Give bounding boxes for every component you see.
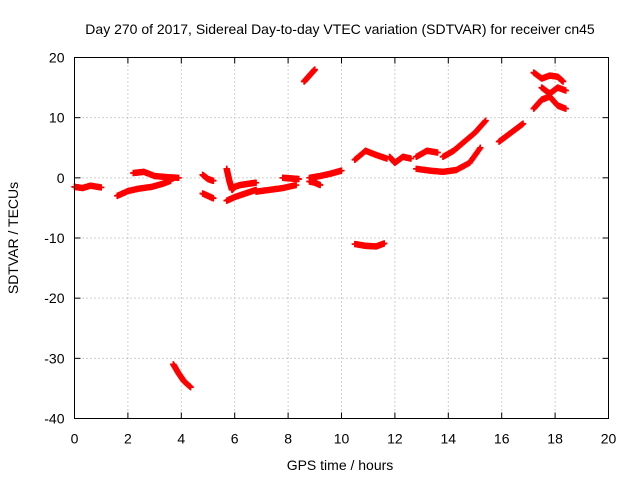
series-arc-10 xyxy=(279,174,302,183)
series-arc-23 xyxy=(530,69,567,85)
data-point xyxy=(292,181,300,189)
data-point xyxy=(407,155,415,162)
data-point xyxy=(519,120,527,127)
x-tick-label: 6 xyxy=(231,431,239,447)
data-point xyxy=(210,195,217,202)
y-tick-label: -30 xyxy=(44,350,64,366)
series-arc-13 xyxy=(306,178,324,189)
series-arc-9 xyxy=(252,181,300,195)
data-point xyxy=(562,105,569,112)
y-axis-label: SDTVAR / TECUs xyxy=(5,182,21,294)
x-axis-label: GPS time / hours xyxy=(287,457,394,473)
data-point xyxy=(316,181,324,189)
series-arc-22 xyxy=(538,84,569,97)
x-tick-label: 4 xyxy=(177,431,185,447)
data-points xyxy=(71,66,569,391)
data-point xyxy=(559,78,567,85)
chart-title: Day 270 of 2017, Sidereal Day-to-day VTE… xyxy=(85,21,595,37)
data-point xyxy=(477,144,484,151)
data-point xyxy=(175,174,182,182)
y-tick-label: 20 xyxy=(49,50,65,66)
data-point xyxy=(481,118,488,125)
data-point xyxy=(187,384,194,391)
x-tick-label: 16 xyxy=(494,431,510,447)
series-arc-5 xyxy=(199,171,217,185)
series-arc-21 xyxy=(530,93,569,112)
data-point xyxy=(381,240,388,247)
data-point xyxy=(98,184,105,191)
data-point xyxy=(476,145,483,153)
x-tick-label: 2 xyxy=(124,431,132,447)
series-arc-16 xyxy=(386,153,415,166)
x-tick-label: 18 xyxy=(547,431,563,447)
data-point xyxy=(434,149,441,156)
series-arc-20 xyxy=(495,120,527,145)
data-point xyxy=(338,167,345,174)
y-tick-label: -20 xyxy=(44,290,64,306)
series-arc-4 xyxy=(170,361,194,391)
data-point xyxy=(482,117,489,124)
series-arc-11 xyxy=(300,66,318,85)
series-arc-7 xyxy=(223,165,260,194)
x-tick-label: 8 xyxy=(284,431,292,447)
x-tick-label: 10 xyxy=(334,431,350,447)
data-point xyxy=(562,87,569,94)
y-tick-label: 0 xyxy=(57,170,65,186)
series-arc-19 xyxy=(439,117,489,160)
series-arc-6 xyxy=(199,190,217,202)
data-point xyxy=(311,66,318,73)
data-point xyxy=(295,175,302,183)
y-tick-label: -10 xyxy=(44,230,64,246)
y-tick-label: -40 xyxy=(44,411,64,427)
series-arc-17 xyxy=(413,144,484,176)
x-tick-label: 12 xyxy=(387,431,403,447)
series-arc-3 xyxy=(130,168,182,182)
axis-ticks: 0 2 4 6 8 10 12 14 16 18 20 -40 -30 -20 -10 0 10 20 xyxy=(44,50,616,447)
data-point xyxy=(210,177,217,185)
x-tick-label: 14 xyxy=(441,431,457,447)
y-tick-label: 10 xyxy=(49,110,65,126)
data-point xyxy=(252,179,260,186)
series-arc-18 xyxy=(413,147,441,160)
x-tick-label: 20 xyxy=(601,431,617,447)
series-arc-14 xyxy=(351,240,388,250)
x-tick-label: 0 xyxy=(71,431,79,447)
series-arc-8 xyxy=(223,186,260,204)
series-arc-15 xyxy=(351,147,391,163)
